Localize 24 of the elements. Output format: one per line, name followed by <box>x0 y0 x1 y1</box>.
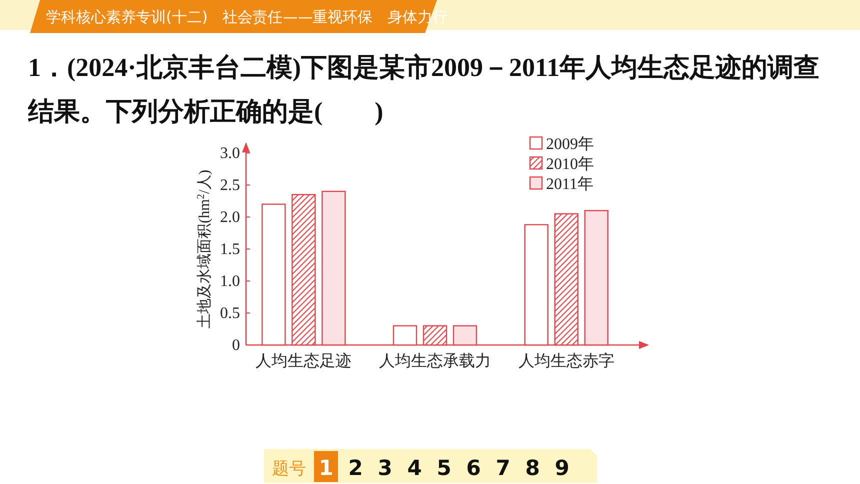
text: 6 <box>466 456 481 480</box>
y-tick-label: 0.5 <box>220 305 240 322</box>
y-tick-label: 1.0 <box>220 273 240 290</box>
text: 4 <box>407 456 422 480</box>
chart-title: 1．(2024·北京丰台二模)下图是某市2009－2011年人均生态足迹的调查结果。下列分析正确的是( ) <box>28 53 820 126</box>
text: 8 <box>525 456 540 480</box>
text: 1 <box>318 456 334 480</box>
y-tick-label: 0 <box>232 337 240 354</box>
y-tick-label: 2.5 <box>220 177 240 194</box>
text: 3 <box>378 456 392 480</box>
text: 9 <box>554 456 570 480</box>
text: 5 <box>436 456 452 480</box>
x-tick-label: 人均生态承载力 <box>379 352 491 370</box>
y-tick-label: 2.0 <box>220 209 240 226</box>
text: 7 <box>496 456 510 480</box>
legend-label: 2009年 <box>546 136 594 153</box>
text: 2 <box>348 456 363 480</box>
text: 题号 <box>272 459 306 479</box>
legend-label: 2011年 <box>546 176 594 193</box>
x-tick-label: 人均生态足迹 <box>256 352 352 370</box>
x-tick-label: 人均生态赤字 <box>518 352 614 370</box>
legend-label: 2010年 <box>546 156 594 173</box>
y-tick-label: 3.0 <box>220 145 240 162</box>
y-tick-label: 1.5 <box>220 241 240 258</box>
